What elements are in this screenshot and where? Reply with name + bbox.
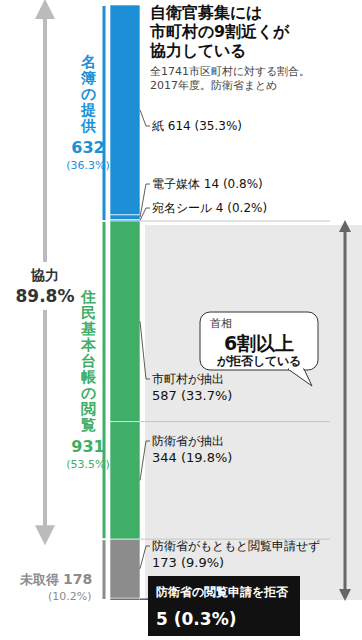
svg-text:(36.3%): (36.3%) [66,159,110,172]
svg-text:の: の [81,85,96,103]
svg-text:台: 台 [81,352,96,370]
svg-text:防衛省がもともと閲覧申請せず: 防衛省がもともと閲覧申請せず [152,539,320,553]
svg-text:173 (9.9%): 173 (9.9%) [152,555,224,570]
svg-text:防衛省が抽出: 防衛省が抽出 [152,434,224,448]
svg-text:市町村が抽出: 市町村が抽出 [152,372,224,386]
svg-text:本: 本 [80,336,97,354]
svg-text:民: 民 [81,304,96,322]
svg-text:931: 931 [71,437,104,456]
svg-text:名: 名 [80,53,96,71]
svg-text:供: 供 [80,117,96,135]
svg-text:89.8%: 89.8% [16,286,75,306]
svg-text:587 (33.7%): 587 (33.7%) [152,388,232,403]
svg-text:が拒否している: が拒否している [216,354,301,368]
svg-text:覧: 覧 [80,416,96,434]
svg-text:紙 614 (35.3%): 紙 614 (35.3%) [152,119,242,133]
svg-text:首相: 首相 [210,317,232,330]
svg-text:帳: 帳 [81,368,97,386]
svg-text:未取得: 未取得 [19,572,59,587]
svg-text:5 (0.3%): 5 (0.3%) [156,609,236,629]
svg-text:(10.2%): (10.2%) [48,590,92,603]
svg-text:178: 178 [63,571,92,587]
svg-text:自衛官募集には: 自衛官募集には [150,3,262,22]
svg-text:簿: 簿 [80,69,96,87]
svg-text:協力している: 協力している [149,41,246,60]
svg-text:電子媒体 14 (0.8%): 電子媒体 14 (0.8%) [152,177,263,191]
svg-text:344 (19.8%): 344 (19.8%) [152,450,232,465]
svg-text:6割以上: 6割以上 [224,332,294,354]
svg-text:住: 住 [80,288,96,306]
svg-text:の: の [81,384,96,402]
svg-text:提: 提 [80,101,96,119]
svg-text:基: 基 [80,320,96,338]
svg-text:(53.5%): (53.5%) [66,458,110,471]
svg-text:市町村の9割近くが: 市町村の9割近くが [149,22,290,41]
svg-text:全1741市区町村に対する割合。: 全1741市区町村に対する割合。 [150,65,310,78]
svg-text:2017年度。防衛省まとめ: 2017年度。防衛省まとめ [150,79,277,92]
svg-text:宛名シール 4 (0.2%): 宛名シール 4 (0.2%) [152,201,267,215]
svg-text:協力: 協力 [30,267,59,283]
svg-text:防衛省の閲覧申請を拒否: 防衛省の閲覧申請を拒否 [156,585,289,599]
svg-text:閲: 閲 [81,400,96,418]
svg-text:632: 632 [71,138,104,157]
